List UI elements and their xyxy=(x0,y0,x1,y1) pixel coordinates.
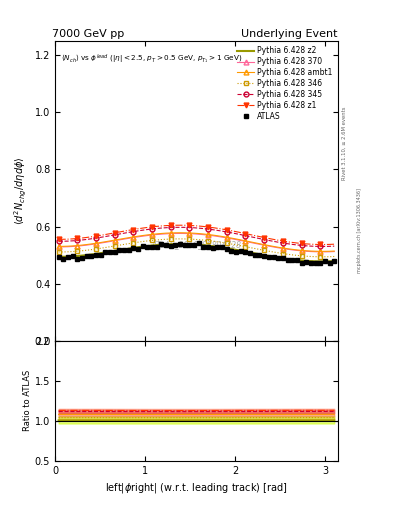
Text: mcplots.cern.ch [arXiv:1306.3436]: mcplots.cern.ch [arXiv:1306.3436] xyxy=(357,188,362,273)
ATLAS xyxy=(56,254,61,260)
Pythia 6.428 346 xyxy=(150,238,154,244)
Pythia 6.428 z1 xyxy=(103,231,108,238)
Pythia 6.428 z2 xyxy=(136,244,140,250)
Line: Pythia 6.428 370: Pythia 6.428 370 xyxy=(56,231,337,254)
Line: ATLAS: ATLAS xyxy=(56,241,337,266)
Pythia 6.428 ambt1 xyxy=(234,236,239,242)
Pythia 6.428 z2 xyxy=(103,249,108,255)
Pythia 6.428 370 xyxy=(178,230,182,237)
Pythia 6.428 z2 xyxy=(150,243,154,249)
Pythia 6.428 ambt1 xyxy=(323,248,327,254)
Pythia 6.428 370 xyxy=(126,235,131,241)
ATLAS xyxy=(332,258,336,264)
Pythia 6.428 ambt1 xyxy=(332,248,336,254)
Pythia 6.428 370 xyxy=(234,237,239,243)
Pythia 6.428 z1 xyxy=(332,241,336,247)
Y-axis label: Ratio to ATLAS: Ratio to ATLAS xyxy=(23,370,32,432)
Pythia 6.428 z1 xyxy=(126,227,131,233)
Pythia 6.428 z2 xyxy=(145,243,150,249)
Pythia 6.428 370 xyxy=(103,239,108,245)
Pythia 6.428 345 xyxy=(136,228,140,234)
Pythia 6.428 345 xyxy=(126,229,131,236)
Pythia 6.428 z1 xyxy=(150,224,154,230)
ATLAS xyxy=(126,247,131,253)
Pythia 6.428 ambt1 xyxy=(136,233,140,239)
Pythia 6.428 346 xyxy=(145,238,150,244)
ATLAS xyxy=(145,244,150,250)
Pythia 6.428 z2 xyxy=(323,259,327,265)
Pythia 6.428 345 xyxy=(332,243,336,249)
X-axis label: left|$\phi$right| (w.r.t. leading track) [rad]: left|$\phi$right| (w.r.t. leading track)… xyxy=(105,481,288,495)
Text: 7000 GeV pp: 7000 GeV pp xyxy=(52,29,125,39)
Pythia 6.428 z2 xyxy=(234,247,239,253)
ATLAS xyxy=(136,246,140,252)
ATLAS xyxy=(327,260,332,266)
Pythia 6.428 z1 xyxy=(136,226,140,232)
Text: ATLAS_2010_S8894728: ATLAS_2010_S8894728 xyxy=(151,240,242,249)
Legend: Pythia 6.428 z2, Pythia 6.428 370, Pythia 6.428 ambt1, Pythia 6.428 346, Pythia : Pythia 6.428 z2, Pythia 6.428 370, Pythi… xyxy=(236,45,334,122)
Line: Pythia 6.428 345: Pythia 6.428 345 xyxy=(56,225,337,249)
Pythia 6.428 345 xyxy=(56,238,61,244)
Pythia 6.428 345 xyxy=(323,243,327,249)
Pythia 6.428 z1 xyxy=(56,236,61,242)
Pythia 6.428 345 xyxy=(234,230,239,237)
Pythia 6.428 345 xyxy=(150,226,154,232)
Pythia 6.428 z2 xyxy=(178,241,182,247)
ATLAS xyxy=(150,244,154,250)
Pythia 6.428 ambt1 xyxy=(145,232,150,238)
Pythia 6.428 370 xyxy=(145,232,150,239)
Pythia 6.428 370 xyxy=(332,248,336,254)
Text: $\langle N_{ch}\rangle$ vs $\phi^{lead}$ ($|\eta|<2.5$, $p_T>0.5$ GeV, $p_{T_1}>: $\langle N_{ch}\rangle$ vs $\phi^{lead}$… xyxy=(61,53,242,66)
Pythia 6.428 345 xyxy=(178,224,182,230)
Pythia 6.428 ambt1 xyxy=(178,230,182,236)
Pythia 6.428 345 xyxy=(145,226,150,232)
Pythia 6.428 z1 xyxy=(178,222,182,228)
Pythia 6.428 346 xyxy=(103,244,108,250)
Pythia 6.428 ambt1 xyxy=(150,231,154,238)
Line: Pythia 6.428 346: Pythia 6.428 346 xyxy=(56,237,337,259)
Line: Pythia 6.428 z1: Pythia 6.428 z1 xyxy=(56,223,337,247)
Pythia 6.428 z1 xyxy=(234,228,239,234)
Text: Rivet 3.1.10, ≥ 2.6M events: Rivet 3.1.10, ≥ 2.6M events xyxy=(342,106,346,180)
Pythia 6.428 345 xyxy=(103,233,108,240)
Pythia 6.428 z2 xyxy=(332,258,336,264)
Pythia 6.428 z1 xyxy=(323,242,327,248)
Pythia 6.428 346 xyxy=(332,253,336,260)
Line: Pythia 6.428 z2: Pythia 6.428 z2 xyxy=(59,244,334,262)
Text: Underlying Event: Underlying Event xyxy=(241,29,338,39)
Pythia 6.428 370 xyxy=(56,244,61,250)
ATLAS xyxy=(234,249,239,255)
Pythia 6.428 346 xyxy=(234,242,239,248)
Pythia 6.428 346 xyxy=(126,241,131,247)
Pythia 6.428 346 xyxy=(56,249,61,255)
Pythia 6.428 346 xyxy=(136,239,140,245)
ATLAS xyxy=(103,249,108,255)
Pythia 6.428 z2 xyxy=(56,253,61,260)
Pythia 6.428 z2 xyxy=(126,246,131,252)
Pythia 6.428 ambt1 xyxy=(103,239,108,245)
Y-axis label: $\langle d^2 N_{chg}/d\eta d\phi \rangle$: $\langle d^2 N_{chg}/d\eta d\phi \rangle… xyxy=(13,157,29,225)
Pythia 6.428 370 xyxy=(323,249,327,255)
Pythia 6.428 ambt1 xyxy=(56,243,61,249)
ATLAS xyxy=(196,240,201,246)
Pythia 6.428 370 xyxy=(136,234,140,240)
Pythia 6.428 z1 xyxy=(145,224,150,230)
Pythia 6.428 346 xyxy=(323,254,327,260)
Pythia 6.428 ambt1 xyxy=(126,234,131,241)
Pythia 6.428 346 xyxy=(178,236,182,242)
Pythia 6.428 370 xyxy=(150,232,154,238)
Line: Pythia 6.428 ambt1: Pythia 6.428 ambt1 xyxy=(56,230,337,254)
